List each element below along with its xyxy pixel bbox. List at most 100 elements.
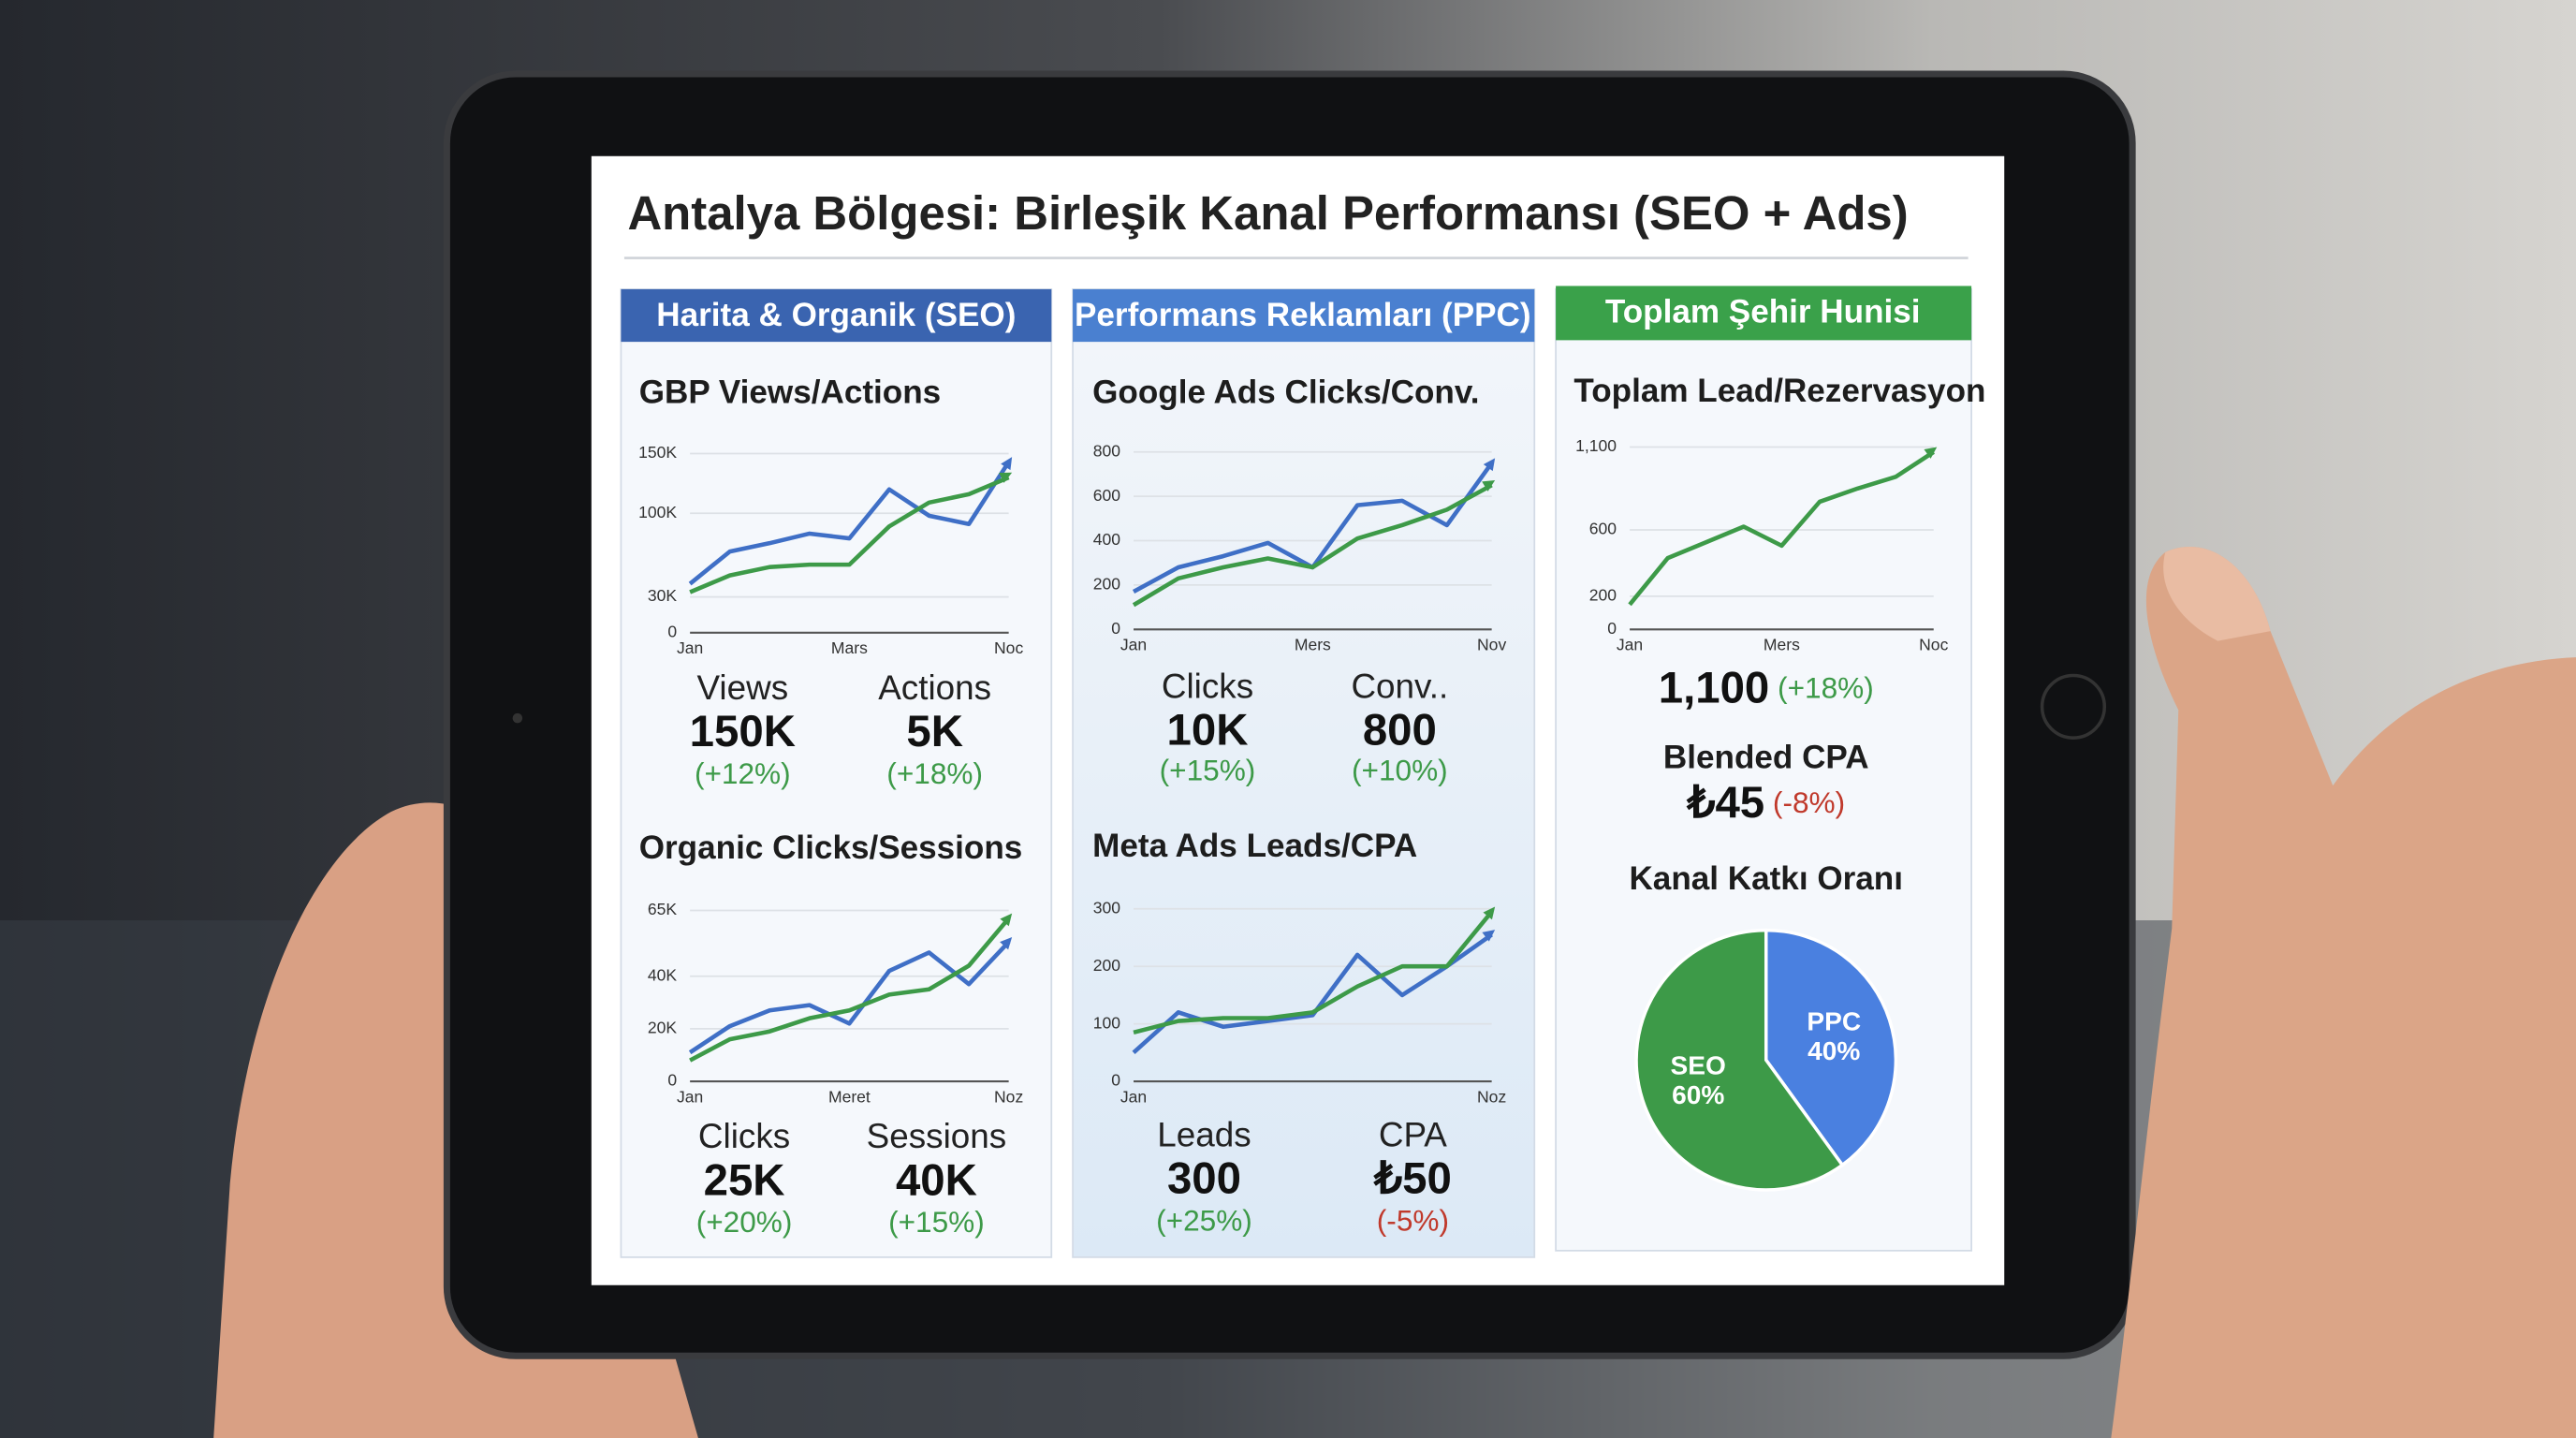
y-tick-label: 20K — [648, 1019, 678, 1037]
stat-value: 25K — [704, 1155, 785, 1205]
line-series — [1628, 449, 1936, 607]
y-tick-label: 100K — [638, 503, 677, 521]
y-tick-label: 400 — [1093, 530, 1121, 549]
home-button — [2040, 673, 2107, 740]
arrowhead — [1001, 457, 1013, 471]
x-tick-label: Jan — [677, 1087, 703, 1106]
panel-header — [1073, 288, 1535, 343]
x-tick-label: Jan — [1120, 636, 1147, 654]
stat-line: 1,100 (+18%) — [1659, 663, 1874, 712]
stat-label: Clicks — [698, 1117, 790, 1155]
stat-label: Conv.. — [1351, 667, 1448, 705]
chart-title: Organic Clicks/Sessions — [639, 829, 1023, 866]
chart-title: Toplam Lead/Rezervasyon — [1573, 373, 1985, 409]
stat-change: (+18%) — [1778, 671, 1874, 705]
arrowhead — [1482, 480, 1496, 492]
stat-change: (+18%) — [886, 756, 983, 790]
stat-change: (-5%) — [1377, 1203, 1449, 1237]
slice-value: 60% — [1672, 1080, 1724, 1109]
line-series — [1132, 483, 1493, 608]
y-tick-label: 40K — [648, 965, 678, 984]
y-tick-label: 65K — [648, 900, 678, 918]
stat-label: Actions — [878, 668, 991, 707]
arrowhead — [1000, 913, 1013, 927]
chart-title: Kanal Katkı Oranı — [1629, 860, 1903, 897]
x-tick-label: Mars — [831, 638, 868, 657]
panel-title: Performans Reklamları (PPC) — [1075, 297, 1531, 333]
y-tick-label: 0 — [667, 622, 677, 640]
stat-change: (+25%) — [1156, 1203, 1252, 1237]
stat-change: (+10%) — [1352, 753, 1448, 786]
arrowhead — [999, 472, 1013, 483]
x-tick-label: Noz — [1477, 1087, 1506, 1106]
y-tick-label: 0 — [1111, 619, 1120, 638]
stat-value: ₺50 — [1373, 1154, 1452, 1204]
panel-title: Harita & Organik (SEO) — [656, 297, 1016, 333]
x-tick-label: Jan — [677, 638, 703, 657]
chart-title: Google Ads Clicks/Conv. — [1092, 374, 1479, 411]
x-tick-label: Noc — [994, 638, 1023, 657]
x-tick-label: Noz — [994, 1087, 1023, 1106]
y-tick-label: 0 — [1607, 619, 1617, 638]
stat-value: 5K — [906, 707, 963, 756]
stat-value: 10K — [1167, 705, 1249, 755]
stat-change: (-8%) — [1773, 786, 1845, 820]
line-series — [689, 917, 1011, 1063]
y-tick-label: 600 — [1093, 486, 1121, 505]
stat-value: ₺45 — [1686, 778, 1764, 828]
stat-line: ₺45 (-8%) — [1686, 778, 1845, 828]
y-tick-label: 0 — [667, 1071, 677, 1090]
stat-value: 150K — [690, 707, 796, 756]
right-hand — [2111, 547, 2576, 1438]
y-tick-label: 200 — [1093, 575, 1121, 594]
stat-change: (+12%) — [695, 756, 791, 790]
arrowhead — [1482, 930, 1496, 942]
y-tick-label: 0 — [1111, 1071, 1120, 1090]
line-series — [688, 461, 1011, 586]
stat-change: (+20%) — [696, 1205, 793, 1239]
panel — [1072, 288, 1536, 1258]
y-tick-label: 200 — [1093, 956, 1121, 975]
x-tick-label: Mers — [1295, 636, 1331, 654]
line-series — [1132, 932, 1493, 1055]
x-tick-label: Meret — [828, 1087, 871, 1106]
stat-value: 1,100 — [1659, 663, 1770, 712]
stat-change: (+15%) — [888, 1205, 985, 1239]
y-tick-label: 800 — [1093, 441, 1121, 460]
stat-change: (+15%) — [1160, 753, 1256, 786]
chart-title: GBP Views/Actions — [639, 374, 941, 411]
arrowhead — [1000, 936, 1013, 950]
stat-label: CPA — [1379, 1115, 1447, 1153]
line-series — [689, 475, 1010, 594]
stat-value: 800 — [1363, 705, 1437, 755]
stat-label: Sessions — [867, 1117, 1007, 1155]
slice-label: SEO — [1671, 1050, 1726, 1079]
panel-title: Toplam Şehir Hunisi — [1605, 294, 1921, 330]
panel-header — [1556, 286, 1972, 341]
pie-slice — [1634, 928, 1845, 1192]
y-tick-label: 600 — [1589, 520, 1617, 538]
x-tick-label: Mers — [1764, 636, 1800, 654]
pie-slice — [1764, 928, 1898, 1167]
y-tick-label: 30K — [648, 586, 678, 605]
x-tick-label: Noc — [1919, 636, 1948, 654]
arrowhead — [1924, 447, 1938, 459]
x-tick-label: Nov — [1477, 636, 1506, 654]
arrowhead — [1483, 458, 1496, 472]
panel-header — [621, 288, 1052, 343]
line-series — [1133, 910, 1494, 1035]
chart-title: Meta Ads Leads/CPA — [1092, 828, 1417, 864]
camera — [512, 712, 523, 724]
y-tick-label: 100 — [1093, 1013, 1121, 1032]
arrowhead — [1483, 906, 1496, 920]
stat-label: Views — [696, 668, 788, 707]
stat-value: 300 — [1167, 1154, 1241, 1204]
y-tick-label: 300 — [1093, 898, 1121, 917]
y-tick-label: 150K — [638, 443, 677, 462]
y-tick-label: 200 — [1589, 586, 1617, 605]
stat-label: Blended CPA — [1663, 739, 1869, 775]
dashboard-title: Antalya Bölgesi: Birleşik Kanal Performa… — [627, 186, 1908, 240]
slice-label: PPC — [1807, 1006, 1861, 1035]
